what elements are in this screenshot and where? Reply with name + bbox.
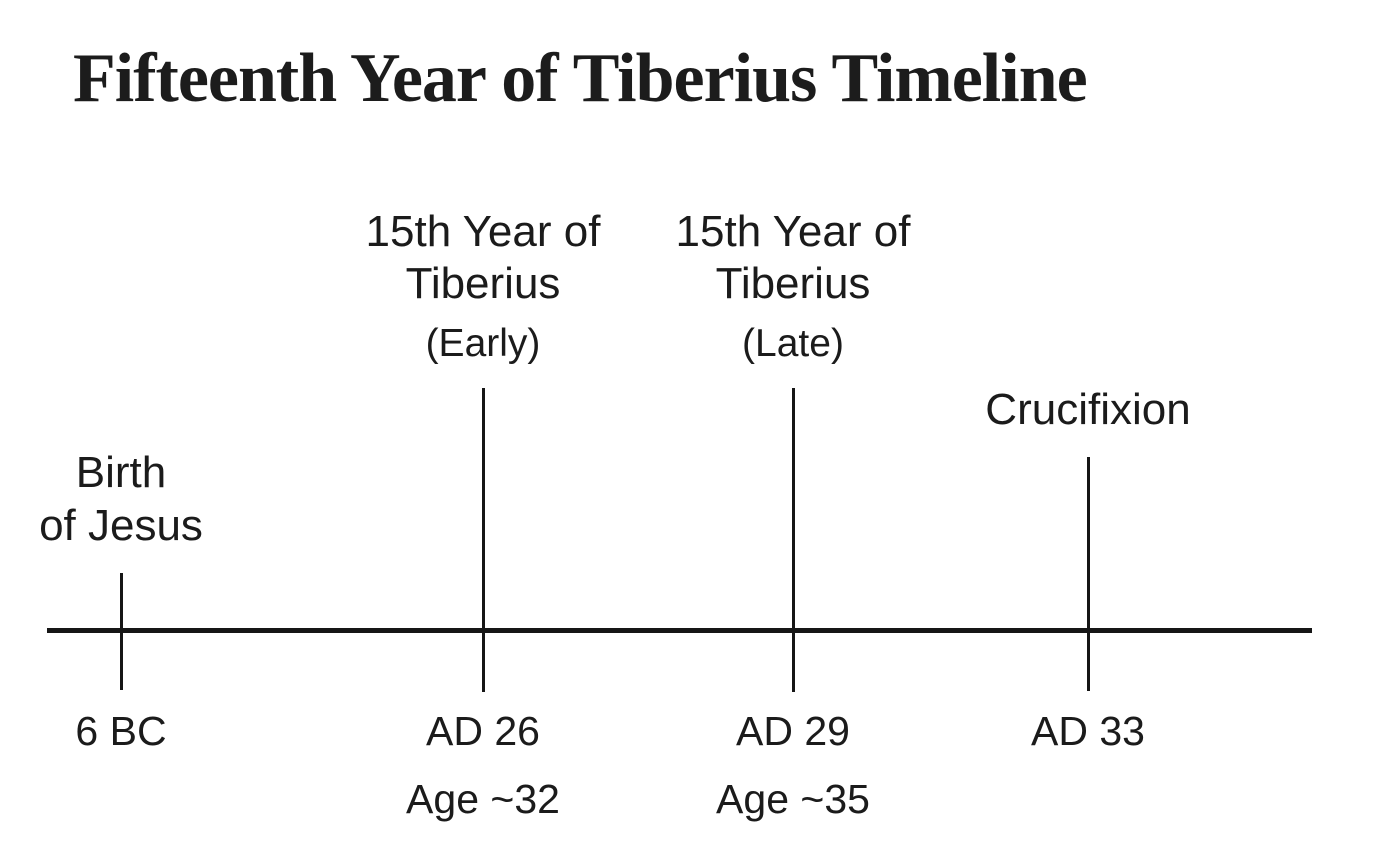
event-label-tiberius-15th-early: 15th Year of Tiberius (Early) (366, 206, 601, 368)
event-label-line: 15th Year of (675, 206, 911, 256)
page-title: Fifteenth Year of Tiberius Timeline (73, 40, 1088, 117)
event-label-line: Tiberius (405, 259, 561, 309)
event-year-crucifixion: AD 33 (1031, 708, 1145, 754)
event-tick-birth-of-jesus (119, 573, 123, 690)
event-label-line: Crucifixion (985, 385, 1191, 435)
event-year-birth-of-jesus: 6 BC (75, 708, 167, 754)
event-age-tiberius-15th-early: Age ~32 (406, 776, 560, 822)
event-tick-tiberius-15th-early (481, 388, 485, 692)
event-year-tiberius-15th-early: AD 26 (426, 708, 540, 754)
event-label-birth-of-jesus: Birth of Jesus (39, 447, 203, 553)
event-label-line: Birth (75, 448, 167, 498)
event-label-line: Tiberius (715, 259, 871, 309)
event-sublabel: (Late) (742, 322, 844, 366)
event-tick-crucifixion (1086, 457, 1090, 691)
event-sublabel: (Early) (425, 322, 541, 366)
event-tick-tiberius-15th-late (791, 388, 795, 692)
timeline-axis (47, 628, 1312, 633)
event-year-tiberius-15th-late: AD 29 (736, 708, 850, 754)
event-label-tiberius-15th-late: 15th Year of Tiberius (Late) (676, 206, 911, 368)
event-label-line: 15th Year of (365, 206, 601, 256)
event-age-tiberius-15th-late: Age ~35 (716, 776, 870, 822)
event-label-crucifixion: Crucifixion (985, 384, 1190, 437)
event-label-line: of Jesus (39, 501, 203, 551)
